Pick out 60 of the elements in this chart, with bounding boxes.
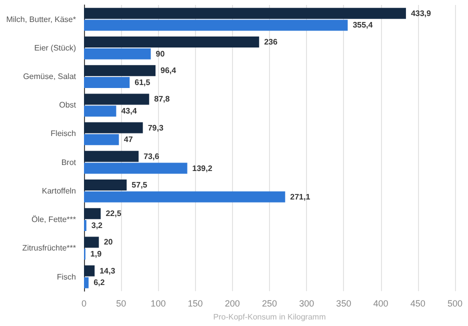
x-tick-label: 250 xyxy=(262,298,278,309)
x-axis-title: Pro-Kopf-Konsum in Kilogramm xyxy=(213,312,326,322)
data-label: 14,3 xyxy=(100,266,116,276)
y-tick-label: Brot xyxy=(61,158,77,167)
x-tick-label: 200 xyxy=(224,298,240,309)
data-label: 236 xyxy=(264,37,278,46)
y-tick-label: Milch, Butter, Käse* xyxy=(6,14,76,24)
data-label: 22,5 xyxy=(106,209,122,218)
bar xyxy=(84,20,348,31)
x-tick-label: 50 xyxy=(116,298,126,309)
data-label: 20 xyxy=(104,238,114,247)
bar xyxy=(84,76,130,88)
data-label: 57,5 xyxy=(132,180,148,190)
x-tick-label: 400 xyxy=(373,298,388,309)
bar xyxy=(84,134,119,146)
bar xyxy=(84,265,95,276)
data-label: 433,9 xyxy=(410,8,432,18)
bar xyxy=(84,8,406,19)
y-tick-label: Öle, Fette*** xyxy=(32,215,76,224)
bar xyxy=(84,94,150,105)
bar xyxy=(84,277,89,288)
y-tick-label: Gemüse, Salat xyxy=(23,72,77,82)
bar xyxy=(84,36,260,48)
data-label: 90 xyxy=(156,49,166,58)
data-label: 61,5 xyxy=(134,78,151,87)
x-tick-label: 100 xyxy=(150,298,166,309)
data-label: 139,2 xyxy=(192,164,213,173)
data-label: 73,6 xyxy=(144,152,160,161)
data-label: 47 xyxy=(124,135,134,144)
x-tick-label: 300 xyxy=(299,298,314,309)
data-label: 355,4 xyxy=(352,20,374,30)
data-label: 271,1 xyxy=(290,192,311,202)
data-label: 96,4 xyxy=(160,66,177,76)
data-label: 87,8 xyxy=(154,94,170,104)
bar xyxy=(84,106,116,117)
bar xyxy=(84,65,156,76)
bar xyxy=(84,150,139,162)
bar xyxy=(84,180,127,191)
bar xyxy=(84,208,101,220)
y-tick-label: Eier (Stück) xyxy=(34,43,76,52)
bar xyxy=(84,191,286,202)
x-tick-label: 350 xyxy=(336,298,352,309)
bar xyxy=(84,236,99,248)
bar xyxy=(84,122,143,134)
data-label: 3,2 xyxy=(91,221,104,230)
x-tick-label: 450 xyxy=(410,298,426,309)
y-tick-label: Zitrusfrüchte*** xyxy=(22,244,76,253)
data-label: 79,3 xyxy=(148,123,164,132)
x-tick-label: 500 xyxy=(447,298,463,309)
y-tick-label: Fleisch xyxy=(50,129,76,138)
y-tick-label: Obst xyxy=(59,100,77,110)
data-label: 6,2 xyxy=(94,278,106,288)
y-tick-label: Kartoffeln xyxy=(42,186,76,196)
bar xyxy=(84,162,188,174)
bar xyxy=(84,48,151,60)
x-tick-label: 0 xyxy=(81,298,87,309)
data-label: 1,9 xyxy=(90,250,102,259)
data-label: 43,4 xyxy=(121,106,138,116)
x-tick-label: 150 xyxy=(188,298,203,309)
y-tick-label: Fisch xyxy=(56,272,76,282)
